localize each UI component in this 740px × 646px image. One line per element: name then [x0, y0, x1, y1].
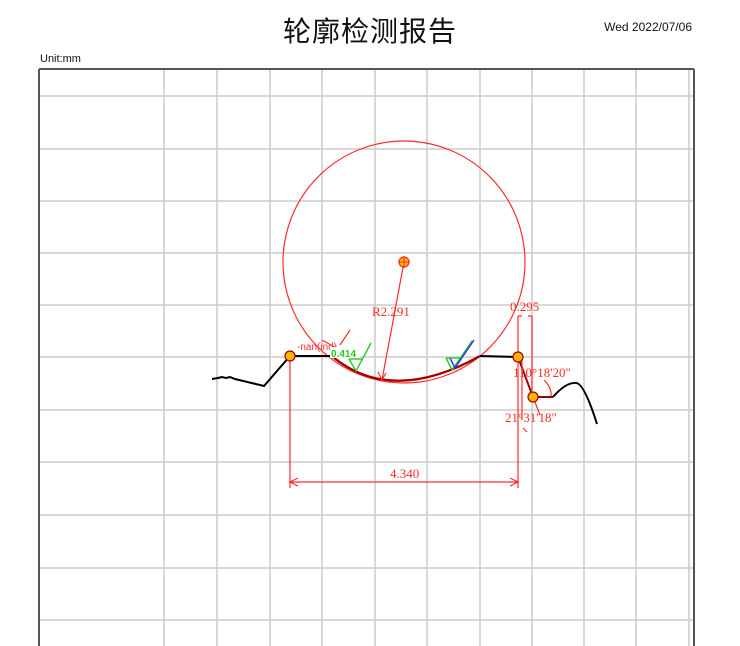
point-left [284, 350, 296, 362]
nan-label: -nan(ind) [297, 342, 337, 353]
report-title: 轮廓检测报告 [282, 15, 457, 48]
surface-markers [348, 339, 475, 373]
green-label-bg [330, 347, 360, 358]
profile-mid [479, 355, 519, 358]
unit-label: Unit:mm [40, 53, 81, 65]
width-label: 4.340 [390, 466, 419, 481]
report-date: Wed 2022/07/06 [604, 20, 692, 34]
profile-arc [332, 355, 481, 382]
grid [39, 69, 694, 646]
frame-border [38, 68, 695, 646]
center-point [398, 256, 410, 268]
fitted-circle [282, 140, 526, 384]
angle-bottom-label: 21°31'18" [505, 410, 557, 425]
roughness-label: 0.414 [331, 349, 356, 360]
profile-left [211, 355, 333, 388]
angle-top-label: 110°18'20" [513, 365, 571, 380]
point-step [527, 391, 539, 403]
dimensions [288, 261, 552, 488]
offset-label: 0.295 [510, 299, 539, 314]
point-right [512, 351, 524, 363]
profile-right [552, 381, 598, 425]
radius-label: R2.291 [372, 304, 410, 319]
